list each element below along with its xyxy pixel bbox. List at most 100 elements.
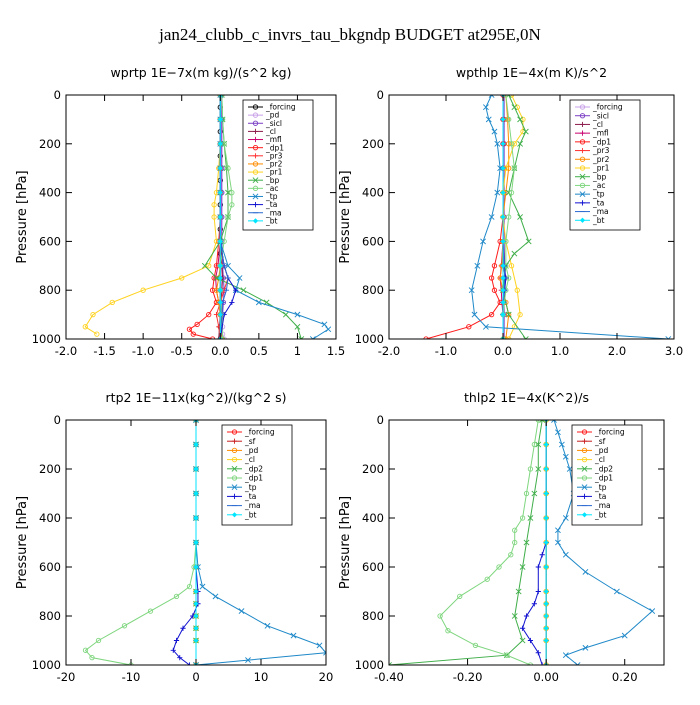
x-tick-label: -2.0 bbox=[55, 344, 77, 358]
series-point bbox=[217, 287, 223, 293]
legend-label: _forcing bbox=[594, 428, 625, 437]
x-tick-label: 0.0 bbox=[494, 344, 512, 358]
legend-label: _forcing bbox=[265, 103, 296, 112]
legend-label: _ta bbox=[594, 492, 606, 501]
series-point bbox=[519, 637, 526, 644]
series-point bbox=[574, 662, 581, 665]
y-tick-label: 200 bbox=[39, 137, 61, 151]
series-line bbox=[188, 95, 221, 339]
legend-label: _ma bbox=[244, 501, 261, 510]
y-tick-label: 400 bbox=[39, 186, 61, 200]
legend-marker bbox=[252, 177, 259, 184]
legend-label: _pd bbox=[265, 111, 280, 120]
series-point bbox=[468, 287, 475, 294]
series-point bbox=[229, 189, 235, 196]
series-point bbox=[539, 552, 545, 558]
series-point bbox=[562, 515, 569, 521]
y-axis-label: Pressure [hPa] bbox=[15, 496, 30, 589]
series-point bbox=[517, 116, 524, 123]
legend-box bbox=[242, 99, 314, 231]
series-point bbox=[236, 275, 243, 281]
legend-marker bbox=[581, 447, 588, 454]
x-tick-label: 2.0 bbox=[608, 344, 626, 358]
series-point bbox=[508, 141, 515, 147]
series-point bbox=[480, 238, 486, 245]
series-point bbox=[506, 165, 512, 171]
x-tick-label: 0.00 bbox=[533, 670, 559, 684]
series-point bbox=[517, 214, 524, 220]
plot-frame bbox=[388, 419, 665, 666]
y-tick-label: 200 bbox=[39, 462, 61, 476]
y-tick-label: 1000 bbox=[355, 332, 384, 346]
series-point bbox=[321, 321, 328, 328]
series-point bbox=[491, 128, 498, 135]
series-point bbox=[211, 202, 217, 208]
series-point bbox=[506, 141, 512, 147]
series-point bbox=[216, 336, 222, 339]
series-point bbox=[562, 551, 569, 558]
series-point bbox=[500, 287, 506, 293]
series-point bbox=[482, 323, 489, 330]
legend-label: _pr3 bbox=[592, 146, 610, 155]
legend-label: _dp2 bbox=[594, 464, 613, 473]
legend-label: _mfl bbox=[592, 129, 609, 138]
legend-marker bbox=[579, 173, 586, 180]
legend-marker bbox=[252, 218, 259, 224]
series-point bbox=[515, 588, 522, 595]
series-point bbox=[238, 608, 245, 615]
series-point bbox=[500, 116, 506, 122]
series-point bbox=[173, 637, 180, 644]
series-point bbox=[500, 312, 506, 318]
legend-marker bbox=[579, 182, 586, 189]
series-point bbox=[519, 564, 526, 570]
legend-marker bbox=[581, 493, 588, 499]
series-point bbox=[511, 104, 518, 111]
legend-marker bbox=[231, 512, 238, 518]
series-point bbox=[194, 321, 200, 328]
legend-marker bbox=[579, 147, 586, 154]
series-line bbox=[471, 95, 669, 339]
legend-label: _dp1 bbox=[265, 143, 284, 152]
legend-marker bbox=[581, 438, 588, 444]
series-line bbox=[439, 420, 539, 665]
x-tick-label: -1.5 bbox=[93, 344, 115, 358]
series-point bbox=[294, 323, 301, 330]
x-tick-label: 10 bbox=[254, 670, 269, 684]
legend-marker bbox=[579, 156, 586, 162]
series-point bbox=[488, 311, 495, 318]
series-point bbox=[206, 311, 212, 318]
series-point bbox=[89, 655, 95, 661]
series-point bbox=[508, 189, 515, 196]
panel-4: thlp2 1E−4x(K^2)/s Pressure [hPa] -0.40 -0.… bbox=[338, 390, 665, 684]
series-point bbox=[309, 336, 316, 339]
series-point bbox=[523, 613, 530, 619]
series-point bbox=[199, 583, 206, 590]
series-point bbox=[514, 287, 520, 293]
series-point bbox=[255, 299, 262, 306]
series-point bbox=[543, 515, 549, 521]
series-point bbox=[217, 275, 223, 281]
series-point bbox=[665, 336, 672, 339]
series-point bbox=[471, 311, 478, 318]
legend-marker bbox=[252, 136, 259, 143]
series-group bbox=[389, 420, 656, 665]
legend-label: _forcing bbox=[244, 428, 275, 437]
y-tick-label: 1000 bbox=[32, 332, 61, 346]
legend-marker bbox=[581, 512, 588, 518]
series-point bbox=[294, 311, 301, 318]
y-tick-label: 600 bbox=[39, 234, 61, 248]
legend-marker bbox=[579, 130, 586, 136]
series-point bbox=[209, 287, 216, 293]
legend-marker bbox=[581, 456, 588, 463]
series-point bbox=[527, 637, 534, 644]
series-point bbox=[82, 647, 89, 653]
series-point bbox=[519, 515, 526, 521]
series-point bbox=[173, 593, 180, 600]
series-point bbox=[211, 214, 217, 220]
series-point bbox=[543, 490, 549, 497]
series-point bbox=[494, 189, 501, 196]
legend-label: _pr3 bbox=[265, 151, 283, 160]
series-point bbox=[523, 539, 530, 546]
series-point bbox=[206, 263, 212, 269]
